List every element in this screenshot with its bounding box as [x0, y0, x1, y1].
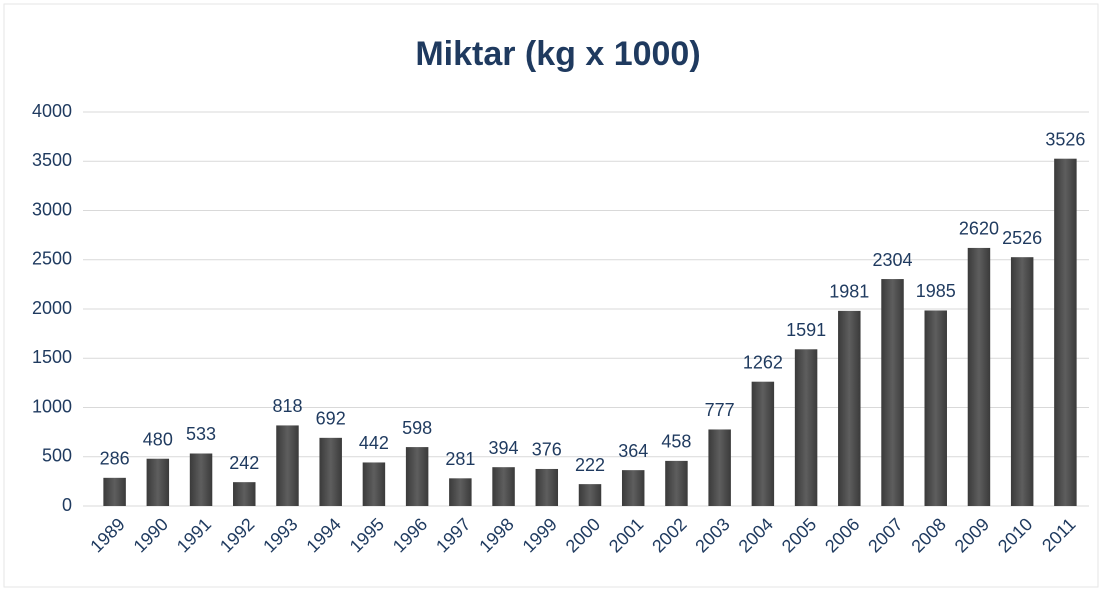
bar — [492, 467, 515, 506]
value-label: 1985 — [916, 281, 956, 301]
value-label: 533 — [186, 424, 216, 444]
value-label: 480 — [143, 429, 173, 449]
value-label: 458 — [661, 432, 691, 452]
value-label: 222 — [575, 455, 605, 475]
bar — [146, 458, 170, 506]
value-label: 818 — [272, 396, 302, 416]
y-tick-label: 2000 — [32, 298, 72, 318]
chart-title: Miktar (kg x 1000) — [415, 35, 700, 73]
y-tick-label: 3000 — [32, 199, 72, 219]
bar — [233, 482, 256, 506]
bar — [967, 247, 991, 506]
value-label: 2526 — [1002, 228, 1042, 248]
bar — [708, 429, 731, 506]
y-tick-label: 2500 — [32, 249, 72, 269]
value-label: 1591 — [786, 320, 826, 340]
value-label: 692 — [316, 409, 346, 429]
bar — [881, 279, 904, 506]
y-tick-label: 500 — [42, 446, 72, 466]
bar — [621, 470, 645, 506]
bar — [1010, 257, 1034, 506]
y-tick-label: 4000 — [32, 101, 72, 121]
value-label: 394 — [489, 438, 519, 458]
value-label: 364 — [618, 441, 648, 461]
bar — [794, 349, 818, 506]
bar — [535, 468, 559, 506]
bar — [189, 453, 213, 506]
y-tick-label: 1500 — [32, 347, 72, 367]
bar — [665, 460, 688, 506]
bar — [405, 447, 429, 506]
value-label: 3526 — [1045, 129, 1085, 149]
value-label: 1981 — [829, 282, 869, 302]
bar — [449, 478, 472, 506]
bar — [1054, 158, 1077, 506]
value-label: 2304 — [872, 250, 912, 270]
y-tick-label: 0 — [62, 495, 72, 515]
bar — [319, 437, 342, 506]
value-label: 442 — [359, 433, 389, 453]
bar — [578, 484, 602, 506]
value-label: 376 — [532, 440, 562, 460]
value-label: 242 — [229, 453, 259, 473]
bar — [362, 462, 386, 506]
value-label: 777 — [705, 400, 735, 420]
bar — [838, 310, 861, 506]
y-tick-label: 1000 — [32, 396, 72, 416]
value-label: 286 — [100, 449, 130, 469]
bar — [276, 425, 299, 506]
value-label: 281 — [445, 449, 475, 469]
y-tick-label: 3500 — [32, 150, 72, 170]
value-label: 598 — [402, 418, 432, 438]
bar — [103, 477, 126, 506]
value-label: 1262 — [743, 352, 783, 372]
value-label: 2620 — [959, 219, 999, 239]
bar — [924, 310, 947, 506]
bar — [751, 381, 775, 506]
